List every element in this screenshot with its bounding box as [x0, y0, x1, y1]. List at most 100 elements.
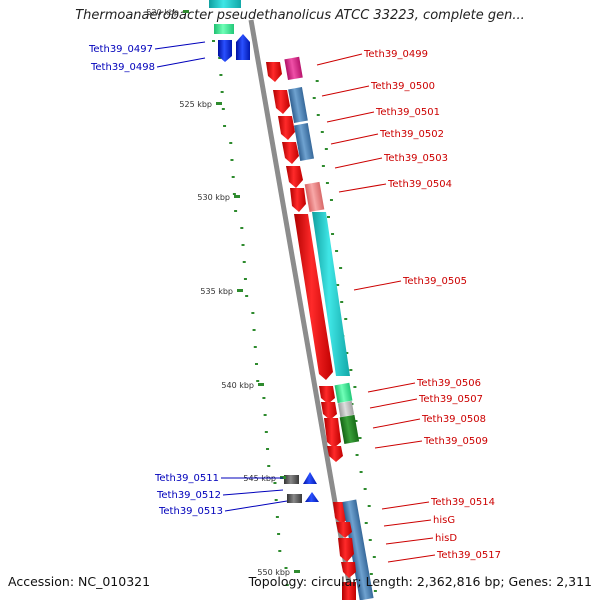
gene-teth39-0504[interactable]	[290, 188, 306, 212]
label-leader	[330, 133, 379, 145]
label-leader	[338, 183, 387, 193]
gene-label[interactable]: Teth39_0503	[383, 153, 448, 164]
gene-teth39-0498-arrow[interactable]	[236, 34, 250, 42]
tick-label: 550 kbp	[257, 568, 290, 577]
left-gene-labels[interactable]: Teth39_0497 Teth39_0498 Teth39_0511 Teth39_…	[88, 41, 288, 517]
gene-teth39-0501-steel[interactable]	[293, 123, 315, 161]
gc-dot	[232, 193, 236, 195]
gene-teth39-0508[interactable]	[324, 418, 341, 448]
gc-dot	[220, 91, 224, 93]
gc-dot	[359, 471, 363, 473]
tick-mark	[294, 570, 300, 573]
gc-dot	[230, 159, 234, 161]
gene-teth39-0506-mint[interactable]	[334, 382, 353, 404]
gene-label[interactable]: hisG	[433, 515, 455, 526]
label-leader	[387, 554, 436, 563]
gene-teth39-0506[interactable]	[319, 386, 335, 404]
gene-teth39-0500[interactable]	[273, 90, 290, 114]
gene-teth39-0501[interactable]	[278, 116, 295, 140]
gene-teth39-0500-steel[interactable]	[288, 87, 308, 123]
gc-dot	[367, 505, 371, 507]
gc-dot	[335, 250, 339, 252]
gene-mint-partial[interactable]	[214, 24, 234, 34]
gene-teth39-0508-green[interactable]	[339, 414, 360, 445]
gene-label[interactable]: hisD	[435, 533, 457, 544]
gc-dot	[253, 346, 257, 348]
gene-teth39-0507[interactable]	[321, 402, 337, 420]
gc-dot	[363, 488, 367, 490]
gene-teth39-0509[interactable]	[327, 446, 343, 462]
gene-teth39-0517[interactable]	[341, 562, 356, 578]
gene-teth39-0512[interactable]	[287, 494, 302, 503]
gene-label[interactable]: Teth39_0511	[154, 473, 219, 484]
gc-dot	[373, 590, 377, 592]
gene-teth39-0505[interactable]	[312, 212, 350, 376]
gene-label[interactable]: Teth39_0500	[370, 81, 435, 92]
gene-hisg[interactable]	[336, 522, 352, 538]
accession-text: Accession: NC_010321	[8, 574, 151, 589]
gene-teth39-0504-salmon[interactable]	[304, 181, 325, 213]
gene-label[interactable]: Teth39_0498	[90, 62, 155, 73]
gene-label[interactable]: Teth39_0509	[423, 436, 488, 447]
label-leader	[316, 53, 363, 66]
gene-label[interactable]: Teth39_0512	[156, 490, 221, 501]
gene-label[interactable]: Teth39_0513	[158, 506, 223, 517]
gc-dot	[312, 97, 316, 99]
gc-dot	[354, 420, 358, 422]
gene-teth39-0499[interactable]	[284, 56, 303, 81]
gene-label[interactable]: Teth39_0502	[379, 129, 444, 140]
gene-label[interactable]: Teth39_0517	[436, 550, 501, 561]
gene-label[interactable]: Teth39_0497	[88, 44, 153, 55]
gc-dot	[331, 233, 335, 235]
tick-label: 530 kbp	[197, 193, 230, 202]
gc-dot	[273, 482, 277, 484]
gc-dot	[353, 386, 357, 388]
label-leader	[374, 440, 423, 449]
gene-teth39-0498[interactable]	[236, 42, 250, 60]
gene-teth39-0503[interactable]	[286, 166, 303, 188]
gene-group-bottom[interactable]	[333, 499, 374, 600]
gc-dot	[315, 80, 319, 82]
gene-label[interactable]: Teth39_0499	[363, 49, 428, 60]
gc-dot	[321, 165, 325, 167]
gc-dot	[252, 329, 256, 331]
gene-label[interactable]: Teth39_0505	[402, 276, 467, 287]
gc-dot	[372, 556, 376, 558]
gc-dot	[285, 584, 289, 586]
gene-teth39-0507-gray[interactable]	[337, 400, 355, 418]
gene-teth39-0511[interactable]	[284, 475, 299, 484]
tick-mark	[237, 289, 243, 292]
gene-label[interactable]: Teth39_0501	[375, 107, 440, 118]
gene-teth39-0502[interactable]	[282, 142, 299, 164]
gene-teth39-0499-red[interactable]	[266, 62, 282, 82]
gene-group-top[interactable]	[209, 0, 250, 62]
gene-label[interactable]: Teth39_0506	[416, 378, 481, 389]
label-leader	[156, 57, 206, 68]
tick-mark	[234, 195, 240, 198]
gene-cyan-partial[interactable]	[209, 0, 241, 8]
gene-hisd[interactable]	[338, 538, 354, 562]
gene-teth39-0497[interactable]	[218, 40, 232, 62]
gene-teth39-0511-arrow[interactable]	[303, 472, 317, 484]
gene-label[interactable]: Teth39_0508	[421, 414, 486, 425]
label-leader	[154, 41, 206, 50]
gc-dot	[234, 210, 238, 212]
right-gene-labels[interactable]: Teth39_0499 Teth39_0500 Teth39_0501 Teth39_…	[316, 49, 501, 563]
gene-label[interactable]: Teth39_0504	[387, 179, 452, 190]
gene-bottom-edge[interactable]	[342, 582, 356, 600]
gene-group-middle[interactable]	[266, 56, 360, 462]
gene-group-545[interactable]	[284, 472, 319, 503]
label-leader	[353, 280, 402, 291]
gc-dot	[223, 125, 227, 127]
gene-teth39-0513[interactable]	[305, 492, 319, 502]
gc-dot	[284, 567, 288, 569]
label-leader	[367, 382, 416, 393]
gc-dot	[267, 465, 271, 467]
label-leader	[369, 398, 418, 409]
gene-label[interactable]: Teth39_0514	[430, 497, 495, 508]
gc-dot	[277, 533, 281, 535]
gene-teth39-0505-red[interactable]	[294, 214, 333, 380]
gene-label[interactable]: Teth39_0507	[418, 394, 483, 405]
label-leader	[321, 85, 370, 97]
